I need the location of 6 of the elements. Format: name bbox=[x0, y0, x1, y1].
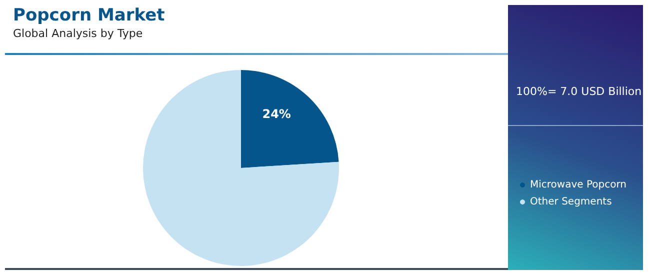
data-label: 24% bbox=[262, 107, 291, 122]
text: 100%= 7.0 USD Billion bbox=[516, 85, 642, 98]
legend-label: Microwave Popcorn bbox=[530, 180, 626, 190]
chart-title: Popcorn Market bbox=[13, 6, 165, 26]
legend-label: Other Segments bbox=[530, 196, 612, 208]
chart-subtitle: Global Analysis by Type bbox=[13, 27, 143, 40]
